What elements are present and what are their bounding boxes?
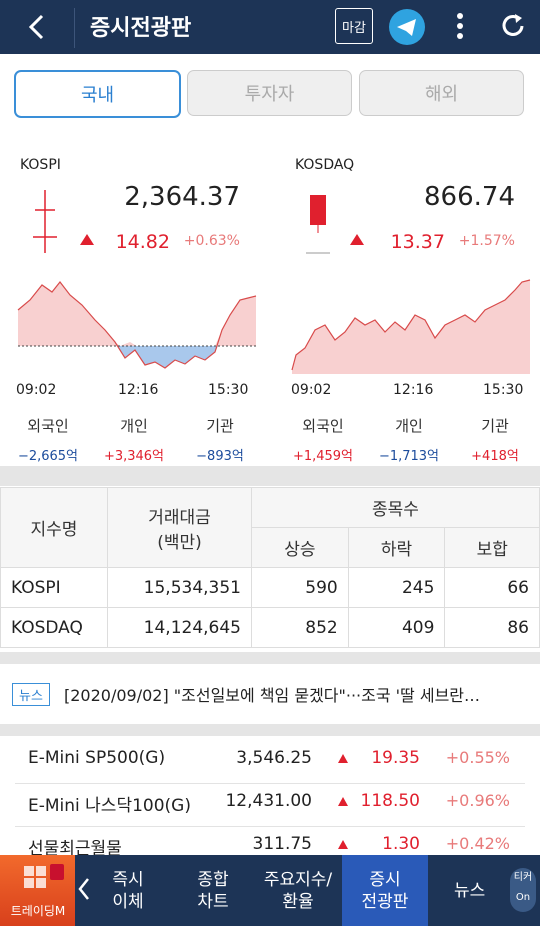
time-label: 09:02 <box>16 382 57 398</box>
investor-value: +3,346억 <box>103 449 165 464</box>
nav-item[interactable]: 종합 차트 <box>197 869 229 912</box>
index-name: KOSDAQ <box>295 157 355 173</box>
investor-value: −2,665억 <box>17 449 79 464</box>
future-change-pct: +0.55% <box>445 748 510 767</box>
nav-item[interactable]: 주요지수/ 환율 <box>263 869 333 912</box>
investor-label: 개인 <box>395 417 423 435</box>
more-button[interactable] <box>450 12 470 42</box>
time-label: 12:16 <box>393 382 434 398</box>
header-cell: 종목수 <box>251 487 540 528</box>
future-value: 3,546.25 <box>236 748 312 768</box>
bottom-nav <box>0 855 540 926</box>
table-cell: 409 <box>347 607 446 648</box>
back-button[interactable] <box>22 12 52 42</box>
time-label: 15:30 <box>208 382 249 398</box>
header-cell: 거래대금 (백만) <box>107 487 252 568</box>
table-row[interactable]: KOSPI 15,534,351 590 245 66 <box>0 567 540 608</box>
news-badge: 뉴스 <box>12 683 50 706</box>
separator <box>0 466 540 486</box>
table-cell: 15,534,351 <box>107 567 252 608</box>
time-label: 12:16 <box>118 382 159 398</box>
separator <box>0 652 540 664</box>
header-cell: 보합 <box>444 527 540 568</box>
table-cell: KOSDAQ <box>0 607 108 648</box>
future-change-pct: +0.42% <box>445 834 510 853</box>
logo-icon <box>24 864 64 888</box>
index-change-pct: +1.57% <box>458 233 515 249</box>
investor-value: −893억 <box>196 449 244 464</box>
nav-prev[interactable] <box>76 876 92 902</box>
up-arrow <box>338 754 348 763</box>
table-cell: 86 <box>444 607 540 648</box>
index-name: KOSPI <box>20 157 61 173</box>
index-change: 13.37 <box>390 231 445 253</box>
future-change: 118.50 <box>360 791 420 811</box>
logo-text: 트레이딩M <box>10 904 66 918</box>
index-value: 866.74 <box>424 182 515 212</box>
future-change: 19.35 <box>371 748 420 768</box>
up-arrow <box>338 840 348 849</box>
tab[interactable]: 투자자 <box>187 70 352 116</box>
table-cell: 852 <box>251 607 349 648</box>
investor-label: 개인 <box>120 417 148 435</box>
close-button[interactable]: 마감 <box>335 8 373 44</box>
ticker-toggle[interactable]: 티커 On <box>510 868 536 912</box>
telegram-button[interactable] <box>388 8 426 46</box>
investor-label: 외국인 <box>27 417 69 435</box>
investor-value: +418억 <box>471 449 519 464</box>
future-name[interactable]: E-Mini SP500(G) <box>28 748 166 768</box>
table-cell: 245 <box>347 567 446 608</box>
investor-label: 외국인 <box>302 417 344 435</box>
header-cell: 하락 <box>347 527 446 568</box>
intraday-charts <box>17 279 531 374</box>
investor-value: +1,459억 <box>292 449 354 464</box>
row-divider <box>15 783 525 784</box>
nav-item[interactable]: 뉴스 <box>454 880 486 901</box>
news-headline[interactable]: [2020/09/02] "조선일보에 책임 묻겠다"···조국 '딸 세브란… <box>64 686 481 705</box>
future-name[interactable]: 선물최근월물 <box>28 839 122 859</box>
ticker-state: On <box>515 892 531 903</box>
future-change: 1.30 <box>382 834 420 854</box>
index-table: 지수명 거래대금 (백만) 종목수 상승 하락 보합 KOSPI 15,534,351 59… <box>0 487 540 648</box>
index-value: 2,364.37 <box>124 182 240 212</box>
investor-label: 기관 <box>206 417 234 435</box>
investor-value: −1,713억 <box>378 449 440 464</box>
table-cell: 66 <box>444 567 540 608</box>
index-change: 14.82 <box>115 231 170 253</box>
table-row[interactable]: KOSDAQ 14,124,645 852 409 86 <box>0 607 540 648</box>
time-label: 09:02 <box>291 382 332 398</box>
future-value: 12,431.00 <box>225 791 312 811</box>
table-cell: KOSPI <box>0 567 108 608</box>
time-label: 15:30 <box>483 382 524 398</box>
index-change-pct: +0.63% <box>183 233 240 249</box>
tab[interactable]: 국내 <box>14 70 181 118</box>
title: 증시전광판 <box>90 16 192 41</box>
candle-icons <box>33 190 364 254</box>
header-cell: 지수명 <box>0 487 108 568</box>
table-cell: 590 <box>251 567 349 608</box>
investor-label: 기관 <box>481 417 509 435</box>
table-cell: 14,124,645 <box>107 607 252 648</box>
refresh-button[interactable] <box>498 11 528 41</box>
nav-item[interactable]: 즉시 이체 <box>112 869 144 912</box>
future-value: 311.75 <box>252 834 312 854</box>
tab[interactable]: 해외 <box>359 70 524 116</box>
header <box>0 0 540 54</box>
divider <box>74 8 75 48</box>
nav-item[interactable]: 증시 전광판 <box>342 855 428 926</box>
future-name[interactable]: E-Mini 나스닥100(G) <box>28 796 191 816</box>
row-divider <box>15 826 525 827</box>
separator <box>0 724 540 736</box>
up-arrow <box>338 797 348 806</box>
future-change-pct: +0.96% <box>445 791 510 810</box>
header-cell: 상승 <box>251 527 349 568</box>
ticker-label: 티커 <box>513 872 533 883</box>
